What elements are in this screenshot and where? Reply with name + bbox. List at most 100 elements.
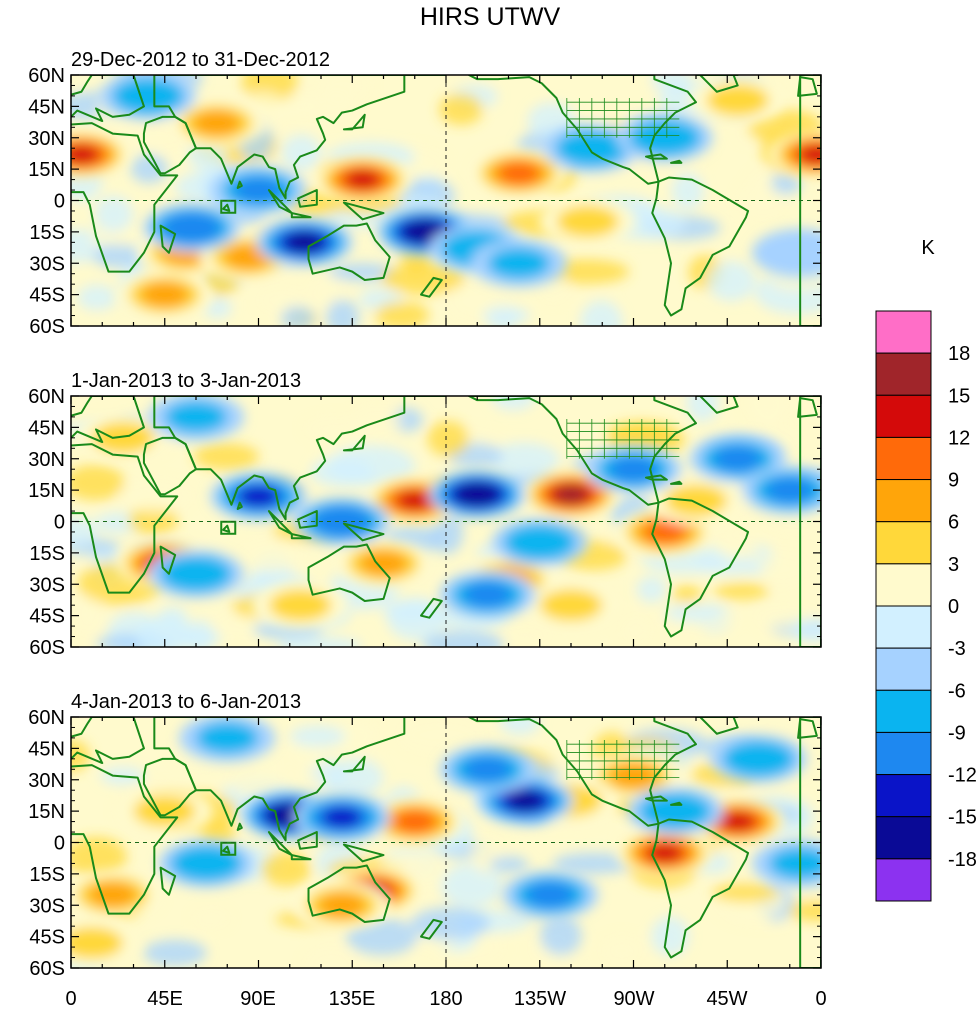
coastline xyxy=(651,497,750,638)
anomaly-contour xyxy=(555,485,587,503)
coastline xyxy=(645,153,668,160)
anomaly-contour xyxy=(140,282,189,308)
anomaly-contour xyxy=(394,810,435,833)
lat-label: 30S xyxy=(29,253,65,275)
texture-blob xyxy=(130,153,168,184)
colorbar-swatch xyxy=(875,605,932,649)
colorbar-units-label: K xyxy=(921,237,935,259)
anomaly-contour xyxy=(609,456,658,482)
texture-blob xyxy=(482,307,531,325)
anomaly-contour xyxy=(526,882,575,908)
map-panel: 4-Jan-2013 to 6-Jan-2013 60N 45N 30N 15N 0 15S… xyxy=(28,691,822,980)
coastline xyxy=(236,180,243,189)
coastline xyxy=(222,524,231,533)
lat-label: 15N xyxy=(28,159,65,181)
anomaly-field xyxy=(71,717,821,968)
lon-label: 90W xyxy=(613,988,654,1010)
texture-blob xyxy=(143,939,207,967)
texture-blob xyxy=(651,916,690,956)
coastline xyxy=(307,864,391,923)
panel-subtitle: 4-Jan-2013 to 6-Jan-2013 xyxy=(71,691,301,713)
coastline xyxy=(420,597,443,619)
coastline xyxy=(670,480,683,485)
texture-blob xyxy=(203,297,232,319)
texture-blob xyxy=(281,306,315,326)
anomaly-contour xyxy=(171,217,212,239)
coastline xyxy=(342,843,385,863)
texture-blob xyxy=(135,616,194,647)
anomaly-contour xyxy=(567,135,616,161)
coastline xyxy=(290,854,312,861)
lat-label: 0 xyxy=(54,191,65,213)
coastline xyxy=(297,510,318,529)
colorbar-level-label: -15 xyxy=(948,807,977,829)
coastline xyxy=(699,717,739,735)
anomaly-contour xyxy=(345,170,381,190)
coastline xyxy=(159,866,177,896)
texture-blob xyxy=(229,757,286,799)
texture-blob xyxy=(193,443,259,470)
colorbar-level-label: -12 xyxy=(948,765,977,787)
coastline xyxy=(297,189,318,208)
coastline xyxy=(159,545,177,575)
anomaly-layer xyxy=(71,717,821,967)
lat-label: 45S xyxy=(29,285,65,307)
coastline xyxy=(342,522,385,542)
texture-blob xyxy=(327,445,416,487)
texture-blob xyxy=(427,420,469,457)
texture-blob xyxy=(787,899,821,922)
longitude-axis-labels: 0 45E 90E 135E 180 135W 90W 45W 0 xyxy=(65,988,826,1010)
lon-label: 45E xyxy=(147,988,183,1010)
lat-label: 45N xyxy=(28,417,65,439)
lon-label: 45W xyxy=(706,988,747,1010)
texture-blob xyxy=(305,274,345,311)
anomaly-contour xyxy=(268,589,332,622)
anomaly-contour xyxy=(713,446,762,472)
colorbar-swatch xyxy=(875,394,932,438)
colorbar-level-label: 6 xyxy=(948,512,959,534)
colorbar-level-label: 3 xyxy=(948,554,959,576)
lat-label: 30N xyxy=(28,128,65,150)
colorbar-level-label: -9 xyxy=(948,722,966,744)
coastline xyxy=(222,845,231,854)
texture-blob xyxy=(759,551,809,587)
coastline xyxy=(651,818,750,959)
colorbar-swatch xyxy=(875,689,932,733)
texture-blob xyxy=(671,585,702,603)
lat-label: 0 xyxy=(54,512,65,534)
texture-blob xyxy=(499,717,541,736)
coastline xyxy=(71,717,145,765)
coastline xyxy=(797,397,818,418)
colorbar-level-label: 12 xyxy=(948,427,970,449)
texture-blob xyxy=(580,300,623,326)
texture-blob xyxy=(713,582,769,600)
anomaly-contour xyxy=(321,510,362,533)
texture-blob xyxy=(71,464,125,501)
texture-blob xyxy=(289,725,346,748)
texture-blob xyxy=(281,134,322,172)
colorbar-swatch xyxy=(875,479,932,523)
anomaly-contour xyxy=(164,400,228,433)
anomaly-contour xyxy=(498,162,539,184)
anomaly-contour xyxy=(196,721,259,754)
colorbar-level-label: 18 xyxy=(948,343,970,365)
colorbar-level-label: 9 xyxy=(948,470,959,492)
anomaly-contour xyxy=(768,847,821,880)
texture-blob xyxy=(707,261,756,302)
colorbar-swatch xyxy=(875,563,932,607)
anomaly-contour xyxy=(71,926,124,959)
anomaly-contour xyxy=(461,485,493,503)
colorbar-swatch xyxy=(875,436,932,481)
lat-label: 60N xyxy=(28,386,65,408)
texture-blob xyxy=(489,856,529,873)
anomaly-contour xyxy=(556,205,619,238)
anomaly-contour xyxy=(321,806,362,829)
anomaly-contour xyxy=(706,84,769,117)
lat-label: 30N xyxy=(28,449,65,471)
coastline xyxy=(159,224,177,254)
coastline xyxy=(290,212,312,219)
coastline xyxy=(236,822,243,831)
anomaly-contour xyxy=(768,236,821,269)
colorbar-swatch xyxy=(875,774,932,818)
